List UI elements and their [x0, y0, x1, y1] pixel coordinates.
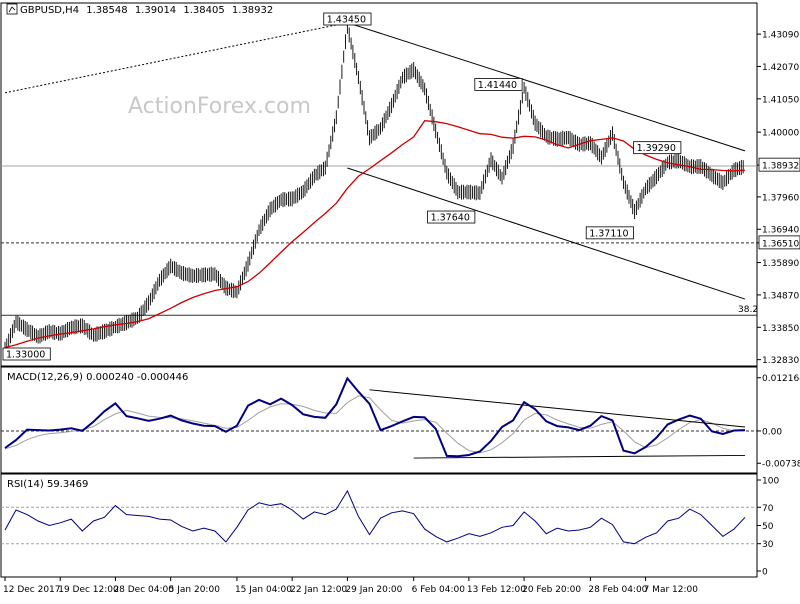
x-tick-label: 12 Dec 2017: [3, 585, 61, 595]
price-y-tick-label: 1.34870: [762, 291, 799, 301]
price-annotation-label: 1.43450: [327, 15, 366, 26]
price-annotation-box: [585, 226, 634, 240]
macd-y-tick-label: 0.00: [762, 427, 782, 437]
x-tick-label: 13 Feb 12:00: [467, 585, 526, 595]
price-annotation-box: [474, 78, 523, 91]
rsi-layer: 100 70 50 30 0: [1, 477, 779, 578]
price-annotation-label: 1.39290: [637, 143, 676, 154]
macd-layer: 0.012164 0.00 -0.007384: [1, 374, 800, 470]
x-tick-label: 5 Jan 20:00: [169, 585, 221, 595]
price-annotation-label: 1.37640: [431, 213, 470, 224]
macd-line: [4, 376, 746, 458]
ohlc-low: 1.38405: [183, 5, 224, 16]
price-y-tick-label: 1.43090: [762, 31, 799, 41]
macd-trendline-macd-top: [369, 389, 746, 428]
price-y-tick-label: 1.32830: [762, 356, 799, 366]
price-annotation-box: [633, 141, 682, 155]
price-y-tick-label: 1.38932: [762, 162, 799, 172]
price-y-tick-label: 1.40000: [762, 129, 799, 139]
price-annotation-label: 1.41440: [478, 80, 517, 91]
x-tick-label: 28 Feb 04:00: [588, 585, 647, 595]
price-y-tick-label: 1.33850: [762, 324, 799, 334]
price-y-tick-label: 1.42070: [762, 63, 799, 73]
moving-average-line: [4, 120, 746, 349]
price-annotation-box: [427, 210, 476, 224]
price-trendlines: [4, 22, 746, 300]
price-y-tick-label: 1.36940: [762, 226, 799, 236]
rsi-y-tick-label: 30: [762, 540, 774, 550]
price-bars: [4, 19, 744, 358]
macd-signal-line: [4, 395, 745, 454]
rsi-label: RSI(14) 59.3469: [7, 479, 88, 490]
trendline-long-term-resistance: [4, 22, 348, 94]
rsi-y-tick-label: 70: [762, 504, 774, 514]
macd-y-tick-label: -0.007384: [762, 460, 800, 470]
price-annotation-box: [323, 12, 372, 26]
price-y-tick-box: [758, 235, 800, 250]
price-annotations: 1.43450 1.41440 1.39290 1.37640 1.37110 1.330…: [2, 12, 682, 361]
x-tick-label: 29 Jan 20:00: [345, 585, 402, 595]
x-tick-label: 6 Feb 04:00: [412, 585, 466, 595]
trendline-channel-top: [347, 22, 746, 152]
x-tick-label: 22 Jan 12:00: [290, 585, 347, 595]
price-annotation-label: 1.37110: [589, 228, 628, 239]
rsi-y-tick-label: 0: [762, 568, 768, 578]
price-grid: 38.2: [1, 165, 758, 316]
macd-trendline-macd-bottom: [413, 454, 746, 459]
price-y-tick-box: [758, 157, 800, 172]
macd-y-tick-label: 0.012164: [762, 374, 800, 384]
price-lines: [4, 120, 746, 349]
x-tick-label: 20 Feb 20:00: [522, 585, 581, 595]
price-y-tick-label: 1.41050: [762, 95, 799, 105]
price-annotation-label: 1.33000: [6, 350, 45, 361]
ohlc-open: 1.38548: [86, 5, 127, 16]
trendline-channel-bottom: [347, 167, 746, 300]
ohlc-high: 1.39014: [135, 5, 176, 16]
symbol-marker-glyph-icon: [8, 6, 16, 13]
x-tick-label: 7 Mar 12:00: [644, 585, 699, 595]
watermark: ActionForex.com: [128, 94, 311, 119]
rsi-y-tick-label: 100: [762, 477, 779, 487]
rsi-panel-frame: [0, 473, 758, 578]
x-tick-label: 28 Dec 04:00: [113, 585, 174, 595]
macd-panel-frame: [0, 366, 758, 474]
symbol-label: GBPUSD,H4 1.38548 1.39014 1.38405 1.3893…: [20, 5, 273, 16]
price-y-tick-label: 1.37960: [762, 193, 799, 203]
price-panel-frame: [0, 2, 758, 367]
ohlc-close: 1.38932: [232, 5, 273, 16]
x-tick-label: 15 Jan 04:00: [235, 585, 292, 595]
price-annotation-box: [2, 347, 51, 361]
symbol-name: GBPUSD,H4: [20, 5, 79, 16]
macd-label: MACD(12,26,9) 0.000240 -0.000446: [7, 372, 188, 383]
price-y-tick-label: 1.36510: [762, 239, 799, 249]
price-axis: 1.43090 1.42070 1.41050 1.40000 1.38932 1.379…: [757, 31, 800, 366]
rsi-line: [4, 489, 746, 545]
symbol-marker-icon: [6, 3, 18, 15]
rsi-y-tick-label: 50: [762, 522, 774, 532]
x-tick-label: 19 Dec 12:00: [58, 585, 119, 595]
price-y-tick-label: 1.35890: [762, 259, 799, 269]
fib-label: 38.2: [738, 305, 758, 315]
